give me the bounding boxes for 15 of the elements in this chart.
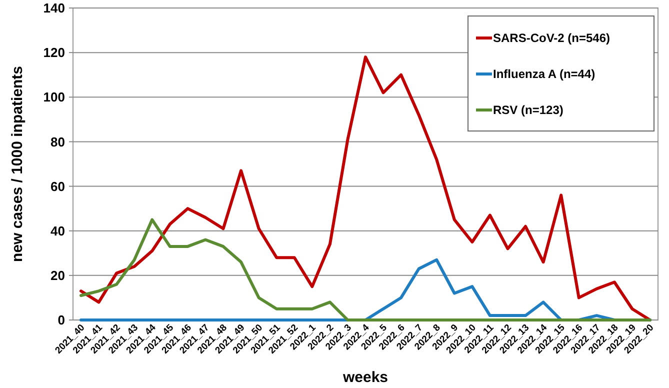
y-tick-label: 80	[50, 134, 65, 150]
y-tick-label: 0	[58, 312, 65, 328]
y-axis-title: new cases / 1000 inpatients	[9, 66, 26, 262]
x-axis-title: weeks	[342, 369, 388, 386]
y-tick-label: 40	[50, 223, 65, 238]
line-series	[80, 56, 652, 322]
y-tick-label: 120	[43, 45, 65, 60]
y-tick-label: 140	[43, 0, 65, 16]
y-tick-label: 100	[43, 90, 65, 105]
y-tick-label: 60	[50, 178, 65, 194]
y-tick-label: 20	[50, 268, 65, 283]
legend-label: SARS-CoV-2 (n=546)	[493, 31, 610, 46]
line-series	[80, 218, 652, 322]
legend-label: RSV (n=123)	[493, 103, 564, 118]
legend-label: Influenza A (n=44)	[493, 67, 596, 82]
